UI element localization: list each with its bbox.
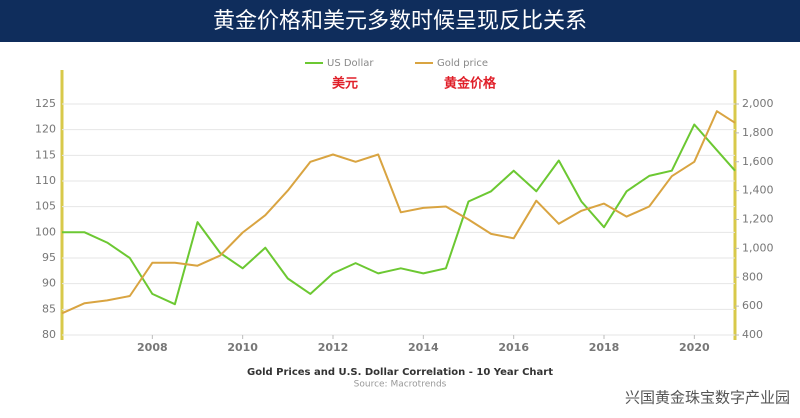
y2-tick-label: 600: [742, 299, 763, 312]
y-tick-label: 80: [42, 328, 56, 341]
y2-tick-label: 2,000: [742, 97, 774, 110]
x-tick-label: 2016: [498, 341, 529, 354]
series-line: [61, 110, 736, 315]
x-tick-label: 2014: [408, 341, 439, 354]
y-tick-label: 95: [42, 251, 56, 264]
x-tick-label: 2012: [318, 341, 349, 354]
y2-tick-label: 1,000: [742, 241, 774, 254]
y-tick-label: 125: [35, 97, 56, 110]
y2-tick-label: 1,400: [742, 184, 774, 197]
legend-label: US Dollar: [327, 58, 374, 69]
y-tick-label: 110: [35, 174, 56, 187]
y2-tick-label: 1,600: [742, 155, 774, 168]
x-tick-label: 2010: [227, 341, 258, 354]
caption: Gold Prices and U.S. Dollar Correlation …: [247, 367, 553, 378]
y-tick-label: 100: [35, 225, 56, 238]
series-line: [62, 123, 736, 306]
y2-tick-label: 1,200: [742, 213, 774, 226]
x-tick-label: 2018: [589, 341, 620, 354]
header-bar: [0, 0, 800, 42]
chart-title: 黄金价格和美元多数时候呈现反比关系: [213, 9, 587, 34]
y-tick-label: 115: [35, 148, 56, 161]
annotation: 黄金价格: [444, 76, 497, 92]
y2-tick-label: 1,800: [742, 126, 774, 139]
x-tick-label: 2008: [137, 341, 168, 354]
source: Source: Macrotrends: [354, 380, 447, 390]
y2-tick-label: 800: [742, 270, 763, 283]
annotation: 美元: [332, 76, 358, 92]
y-tick-label: 85: [42, 302, 56, 315]
y-tick-label: 120: [35, 123, 56, 136]
y2-tick-label: 400: [742, 328, 763, 341]
legend-label: Gold price: [437, 58, 488, 69]
y-tick-label: 105: [35, 200, 56, 213]
x-tick-label: 2020: [679, 341, 710, 354]
watermark: 兴国黄金珠宝数字产业园: [625, 389, 790, 407]
y-tick-label: 90: [42, 277, 56, 290]
